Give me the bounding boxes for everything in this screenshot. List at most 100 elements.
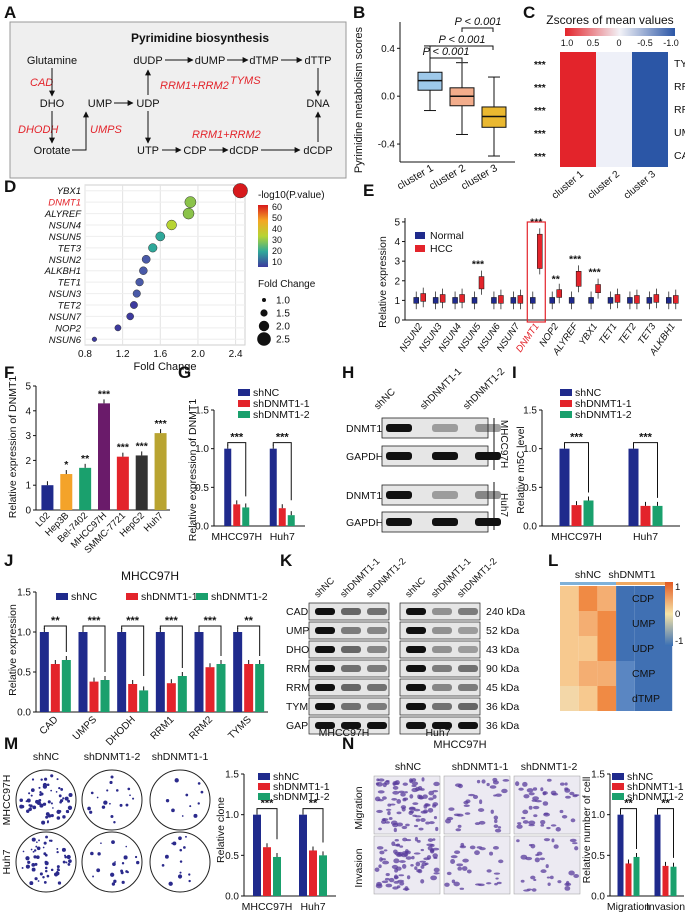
y-tick-label: -0.4 [378,140,396,151]
bar [263,847,271,896]
colony [92,875,94,878]
colony [113,821,116,824]
cell [416,839,421,843]
cell [432,838,436,841]
colony [120,871,124,875]
cell [494,882,498,886]
panel-label-l: L [548,551,558,570]
bar [273,856,281,896]
colony [165,798,170,803]
blot-band [458,627,478,634]
bar [670,866,677,896]
cell [409,794,414,799]
enzyme-rrm1-rrm2: RRM1+RRM2 [160,80,229,92]
legend-label: shDNMT1-2 [253,409,310,421]
significance-stars: *** [570,432,584,444]
significance-bracket [198,625,222,656]
colony [90,851,94,856]
blot-band [475,424,501,432]
x-tick-label: Migration [607,901,650,913]
x-tick-label: YBX1 [577,321,600,347]
heatmap-cell [616,611,635,636]
cell [376,846,384,850]
cell [378,827,382,831]
blot-band [315,646,335,653]
box [646,297,653,304]
colony [171,842,174,845]
chart-d: YBX1DNMT1ALYREFNSUN4NSUN5TET3NSUN2ALKBH1… [44,183,325,373]
chart-c: Zscores of mean values 1.0 0.5 0 -0.5 -1.0 T… [534,13,685,202]
chart-g: Relative expression of DNMT1 0.0 0.5 1.0 1.… [187,387,310,543]
colony [87,806,91,811]
data-point [135,278,144,287]
cell [457,824,462,828]
bar [309,850,317,896]
colony [109,780,113,785]
cell [457,866,463,871]
column-label: cluster 2 [586,169,622,202]
blot-band [386,452,412,460]
column-label: cluster 1 [550,169,586,202]
colony [38,786,41,789]
colony [188,873,191,876]
blot-strip [399,621,481,640]
cell [399,881,405,886]
cell [451,879,456,884]
bar [41,485,54,510]
heatmap-cell [560,611,579,636]
significance-stars: ** [51,615,60,627]
bar [194,632,204,712]
cell [540,869,547,874]
cell [520,879,525,883]
x-tick-label: 1.2 [116,349,130,360]
colony [38,839,40,842]
cell [374,867,380,872]
colony [44,853,48,857]
cell [417,868,423,874]
data-point [114,324,122,332]
blot-band [432,684,452,691]
cell [502,779,510,782]
cell [379,857,383,862]
significance-stars: *** [569,253,582,265]
panel-n: MHCC97H shNC shDNMT1-1 shDNMT1-2 Migrati… [353,739,685,913]
colony [42,875,45,879]
cell [381,858,386,861]
y-tick-label: 0.5 [195,483,209,494]
blot-band [458,646,478,653]
blot-band [367,703,387,710]
colony [39,791,42,794]
cell [382,782,387,788]
blot-band [432,722,452,729]
cell [546,826,551,830]
blot-band [458,608,478,615]
cell [412,802,419,806]
cell [540,823,545,827]
colony [62,815,66,819]
cell [532,787,538,791]
colony [197,782,201,785]
blot-band [406,684,426,691]
cell [415,861,421,867]
metabolite-dudp: dUDP [133,55,162,67]
cell [498,859,504,864]
cell [495,793,502,797]
colony [110,872,115,877]
blot-row-label: CAD [286,606,309,618]
blot-band [341,703,361,710]
cell [425,821,430,825]
group-label: shDNMT1 [608,569,655,581]
cell [432,789,439,793]
y-axis-label: Relative expression of DNMT1 [7,376,19,519]
panel-label-j: J [4,551,13,570]
cell [446,871,452,876]
blot-band [341,646,361,653]
data-point [155,231,166,242]
bar [242,507,250,526]
legend-swatch [238,400,250,407]
cell [418,795,424,800]
cell [396,799,402,804]
blot-band [432,627,452,634]
cell [376,809,383,813]
